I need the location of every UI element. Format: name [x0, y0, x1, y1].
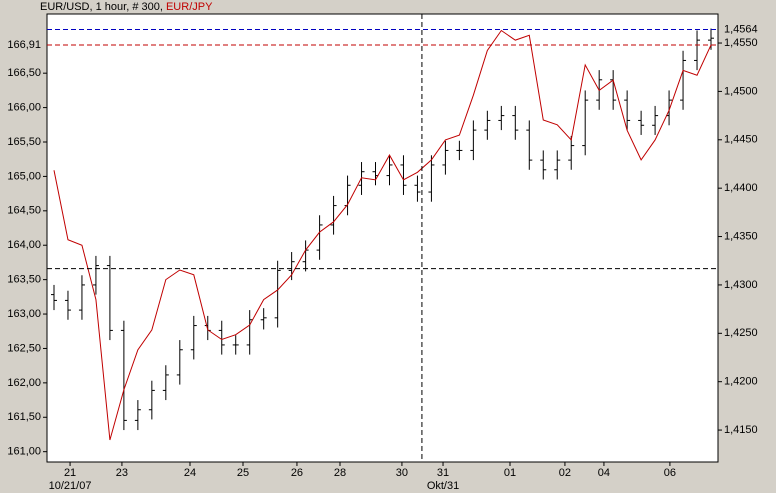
x-tick-label: 26 — [291, 467, 303, 479]
x-sublabel: Okt/31 — [427, 480, 459, 492]
y-tick-label: 164,00 — [7, 239, 41, 251]
y2-tick-label: 1,4250 — [724, 327, 758, 339]
y-tick-label: 165,00 — [7, 170, 41, 182]
x-tick-label: 30 — [396, 467, 408, 479]
y2-tick-label: 1,4350 — [724, 230, 758, 242]
y2-tick-label: 1,4150 — [724, 424, 758, 436]
x-tick-label: 25 — [237, 467, 249, 479]
y-tick-label: 161,00 — [7, 446, 41, 458]
x-tick-label: 21 — [64, 467, 76, 479]
x-tick-label: 28 — [334, 467, 346, 479]
y2-tick-label: 1,4400 — [724, 182, 758, 194]
x-tick-label: 06 — [664, 467, 676, 479]
x-tick-label: 04 — [598, 467, 610, 479]
level-label: 1,4564 — [724, 23, 758, 35]
y2-tick-label: 1,4550 — [724, 37, 758, 49]
y-tick-label: 162,50 — [7, 342, 41, 354]
x-tick-label: 24 — [184, 467, 196, 479]
y-tick-label: 165,50 — [7, 136, 41, 148]
x-tick-label: 31 — [437, 467, 449, 479]
x-tick-label: 02 — [559, 467, 571, 479]
y-tick-label: 163,00 — [7, 308, 41, 320]
chart-info: , 1 hour, # 300, — [90, 1, 163, 13]
y-tick-label: 162,00 — [7, 377, 41, 389]
y-tick-label: 163,50 — [7, 274, 41, 286]
y-tick-label: 161,50 — [7, 411, 41, 423]
header: EUR/USD, 1 hour, # 300, EUR/JPY — [40, 1, 213, 13]
x-tick-label: 01 — [504, 467, 516, 479]
y-tick-label: 166,00 — [7, 101, 41, 113]
price-line — [53, 29, 712, 441]
level-label: 166,91 — [7, 39, 41, 51]
x-sublabel: 10/21/07 — [49, 480, 92, 492]
y-tick-label: 164,50 — [7, 205, 41, 217]
y2-tick-label: 1,4500 — [724, 85, 758, 97]
y-tick-label: 166,50 — [7, 67, 41, 79]
x-tick-label: 23 — [116, 467, 128, 479]
series-name: EUR/USD — [40, 1, 90, 13]
y2-tick-label: 1,4200 — [724, 376, 758, 388]
y2-tick-label: 1,4450 — [724, 134, 758, 146]
plot-area — [46, 13, 719, 463]
series-name: EUR/JPY — [166, 1, 213, 13]
y2-tick-label: 1,4300 — [724, 279, 758, 291]
